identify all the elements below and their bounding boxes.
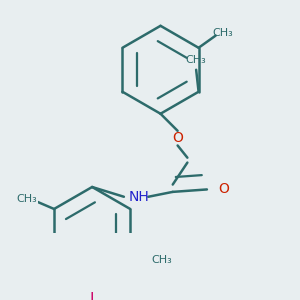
Text: CH₃: CH₃ bbox=[152, 255, 172, 265]
Text: O: O bbox=[219, 182, 230, 197]
Text: CH₃: CH₃ bbox=[186, 55, 206, 65]
Text: NH: NH bbox=[128, 190, 149, 204]
Text: CH₃: CH₃ bbox=[17, 194, 38, 204]
Text: O: O bbox=[172, 131, 183, 145]
Text: CH₃: CH₃ bbox=[213, 28, 233, 38]
Text: I: I bbox=[90, 292, 94, 300]
